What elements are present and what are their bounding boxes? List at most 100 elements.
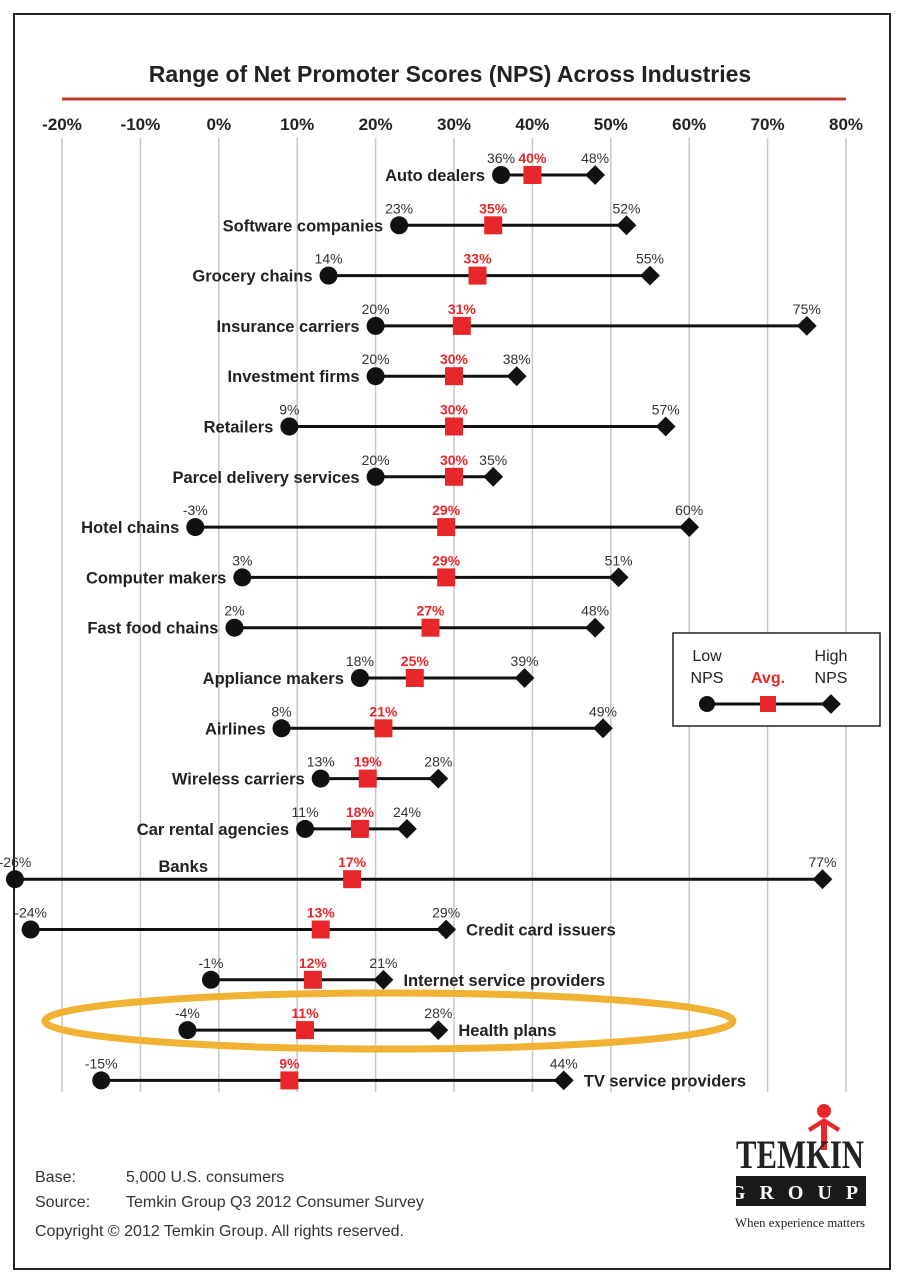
high-value-label: 51% <box>605 552 633 568</box>
avg-marker <box>358 769 377 788</box>
row-auto-dealers: 36% 40% 48% Auto dealers <box>385 150 609 185</box>
footer-base-value: 5,000 U.S. consumers <box>126 1169 284 1186</box>
low-marker <box>319 266 338 285</box>
low-marker <box>178 1021 197 1040</box>
legend-low-marker <box>699 696 715 712</box>
x-tick-label: -20% <box>42 115 82 134</box>
avg-value-label: 13% <box>307 905 336 921</box>
row-appliance-makers: 18% 25% 39% Appliance makers <box>203 653 539 688</box>
avg-value-label: 35% <box>479 200 508 216</box>
x-tick-label: 60% <box>672 115 706 134</box>
row-grocery-chains: 14% 33% 55% Grocery chains <box>192 251 664 286</box>
high-value-label: 29% <box>432 905 460 921</box>
low-marker <box>366 367 385 386</box>
low-marker <box>21 920 40 939</box>
avg-value-label: 29% <box>432 502 461 518</box>
low-value-label: 3% <box>232 552 252 568</box>
legend-low-line2: NPS <box>691 670 724 687</box>
row-fast-food-chains: 2% 27% 48% Fast food chains <box>87 603 609 638</box>
temkin-logo: TEMKIN GROUP When experience matters <box>730 1104 866 1230</box>
high-value-label: 77% <box>808 854 836 870</box>
category-label: Grocery chains <box>192 268 312 286</box>
category-label: Airlines <box>205 720 266 738</box>
avg-marker <box>296 1021 315 1040</box>
avg-marker <box>468 266 487 285</box>
avg-value-label: 18% <box>346 804 375 820</box>
high-value-label: 28% <box>424 754 452 770</box>
low-marker <box>366 467 385 486</box>
avg-marker <box>437 568 456 587</box>
category-label: Wireless carriers <box>172 771 305 789</box>
x-tick-label: 0% <box>207 115 232 134</box>
low-value-label: 11% <box>292 804 319 820</box>
category-label: Health plans <box>458 1022 556 1040</box>
row-parcel-delivery-services: 20% 30% 35% Parcel delivery services <box>172 452 507 487</box>
low-marker <box>233 568 252 587</box>
row-airlines: 8% 21% 49% Airlines <box>205 703 617 738</box>
high-marker <box>679 517 700 537</box>
low-value-label: 18% <box>346 653 374 669</box>
category-label: Appliance makers <box>203 670 344 688</box>
high-marker <box>796 316 817 336</box>
low-value-label: 14% <box>315 251 343 267</box>
legend: Low NPS Avg. High NPS <box>672 632 881 727</box>
low-marker <box>92 1071 111 1090</box>
avg-marker <box>343 870 362 889</box>
x-axis-ticks: -20% -10% 0% 10% 20% 30% 40% 50% 60% 70% 80% <box>42 115 863 134</box>
low-value-label: 9% <box>279 402 299 418</box>
row-wireless-carriers: 13% 19% 28% Wireless carriers <box>172 754 452 789</box>
low-marker <box>296 819 315 838</box>
legend-high-line1: High <box>815 648 848 665</box>
chart-title: Range of Net Promoter Scores (NPS) Acros… <box>149 61 751 87</box>
row-credit-card-issuers: -24% 13% 29% Credit card issuers <box>14 905 615 940</box>
logo-group-bar <box>736 1176 866 1206</box>
avg-value-label: 19% <box>354 754 383 770</box>
health-plans-highlight <box>41 989 737 1053</box>
avg-marker <box>374 719 393 738</box>
category-label: Car rental agencies <box>137 821 289 839</box>
row-internet-service-providers: -1% 12% 21% Internet service providers <box>199 955 606 990</box>
avg-marker <box>421 618 440 637</box>
category-label: Internet service providers <box>403 972 605 990</box>
legend-avg-marker <box>760 696 776 712</box>
avg-value-label: 17% <box>338 854 367 870</box>
category-label: Investment firms <box>228 368 360 386</box>
category-label: Parcel delivery services <box>172 469 359 487</box>
footer: Base: 5,000 U.S. consumers Source: Temki… <box>35 1169 424 1240</box>
category-label: Hotel chains <box>81 519 179 537</box>
high-value-label: 52% <box>612 200 640 216</box>
high-value-label: 21% <box>369 955 397 971</box>
logo-figure-body-icon <box>808 1118 840 1150</box>
low-marker <box>280 417 299 436</box>
legend-low-line1: Low <box>692 648 722 665</box>
high-marker <box>593 718 613 739</box>
high-value-label: 44% <box>550 1055 578 1071</box>
avg-value-label: 29% <box>432 552 461 568</box>
low-marker <box>186 518 205 537</box>
category-label: Insurance carriers <box>217 318 360 336</box>
x-tick-label: 70% <box>751 115 785 134</box>
high-marker <box>640 265 660 286</box>
high-marker <box>428 1020 449 1040</box>
high-value-label: 38% <box>503 351 531 367</box>
low-marker <box>492 166 511 184</box>
row-insurance-carriers: 20% 31% 75% Insurance carriers <box>217 301 821 336</box>
low-value-label: 2% <box>224 603 244 619</box>
footer-copyright: Copyright © 2012 Temkin Group. All right… <box>35 1223 404 1240</box>
low-value-label: -3% <box>183 502 208 518</box>
footer-source-label: Source: <box>35 1194 90 1211</box>
footer-base-label: Base: <box>35 1169 76 1186</box>
legend-high-marker <box>821 694 841 714</box>
gridlines <box>61 138 847 1092</box>
row-computer-makers: 3% 29% 51% Computer makers <box>86 552 633 587</box>
row-retailers: 9% 30% 57% Retailers <box>204 402 680 437</box>
low-marker <box>311 769 330 788</box>
low-value-label: 23% <box>385 200 413 216</box>
low-marker <box>350 669 369 687</box>
high-value-label: 24% <box>393 804 421 820</box>
category-label: Computer makers <box>86 569 226 587</box>
category-label: Fast food chains <box>87 620 218 638</box>
category-label: Auto dealers <box>385 167 485 185</box>
x-tick-label: 20% <box>359 115 393 134</box>
